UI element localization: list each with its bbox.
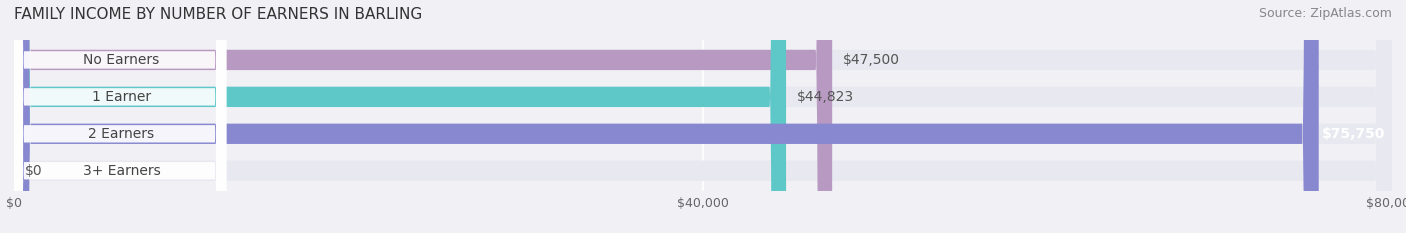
FancyBboxPatch shape bbox=[14, 0, 832, 233]
Text: Source: ZipAtlas.com: Source: ZipAtlas.com bbox=[1258, 7, 1392, 20]
FancyBboxPatch shape bbox=[14, 0, 1319, 233]
Text: 1 Earner: 1 Earner bbox=[91, 90, 150, 104]
FancyBboxPatch shape bbox=[13, 0, 226, 233]
Text: $44,823: $44,823 bbox=[797, 90, 855, 104]
FancyBboxPatch shape bbox=[14, 0, 786, 233]
FancyBboxPatch shape bbox=[14, 0, 1392, 233]
FancyBboxPatch shape bbox=[13, 0, 226, 233]
FancyBboxPatch shape bbox=[13, 0, 226, 233]
Text: $47,500: $47,500 bbox=[844, 53, 900, 67]
Text: FAMILY INCOME BY NUMBER OF EARNERS IN BARLING: FAMILY INCOME BY NUMBER OF EARNERS IN BA… bbox=[14, 7, 422, 22]
FancyBboxPatch shape bbox=[14, 0, 1392, 233]
FancyBboxPatch shape bbox=[14, 0, 1392, 233]
Text: $75,750: $75,750 bbox=[1322, 127, 1385, 141]
Text: $0: $0 bbox=[25, 164, 42, 178]
FancyBboxPatch shape bbox=[13, 0, 226, 233]
FancyBboxPatch shape bbox=[14, 0, 1392, 233]
Text: 2 Earners: 2 Earners bbox=[89, 127, 155, 141]
Text: No Earners: No Earners bbox=[83, 53, 160, 67]
Text: 3+ Earners: 3+ Earners bbox=[83, 164, 160, 178]
